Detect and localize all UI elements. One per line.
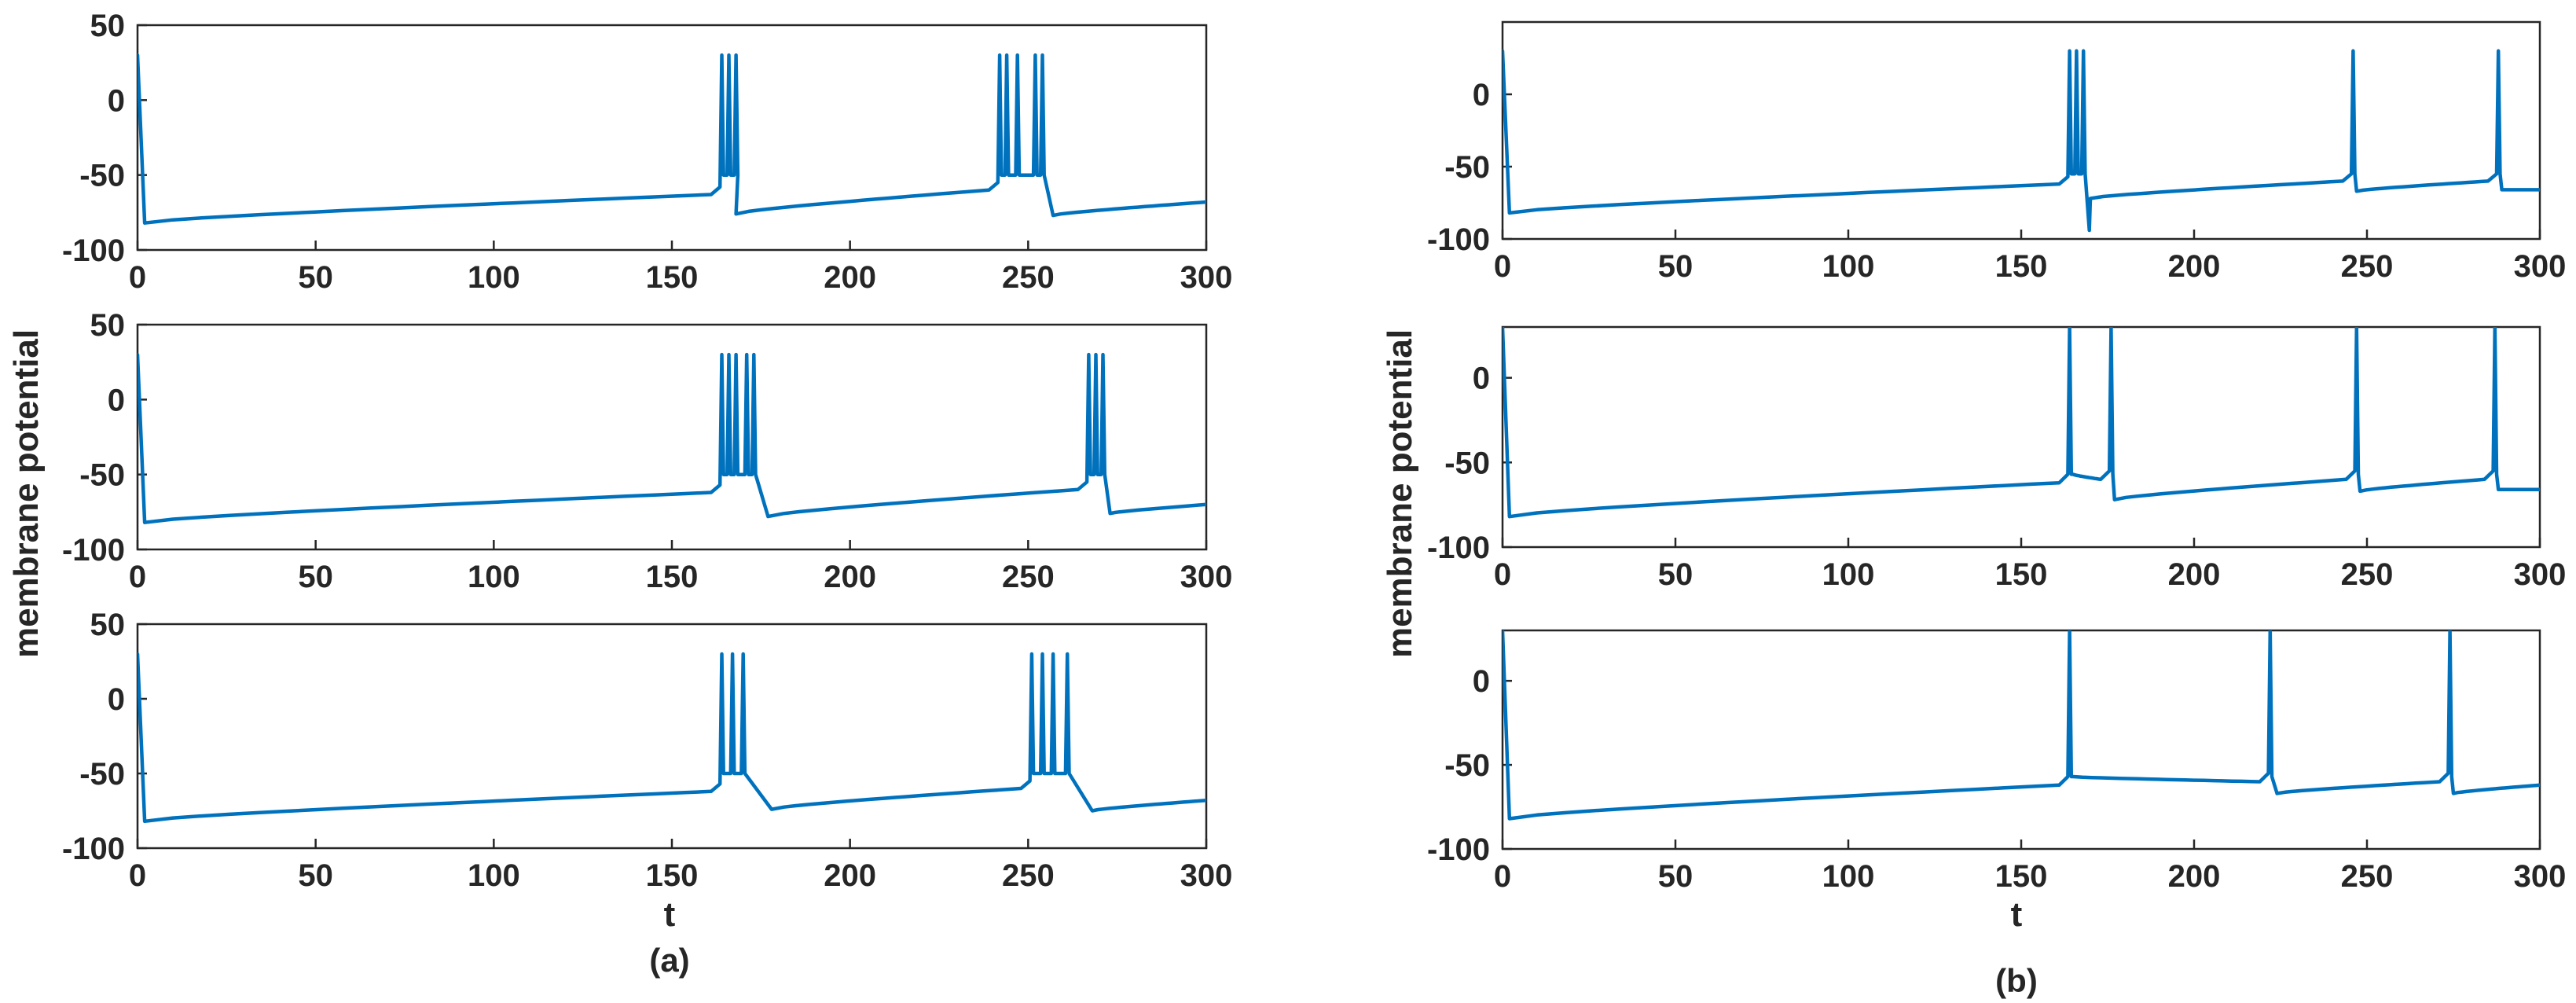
- y-tick-label: -50: [1444, 150, 1490, 185]
- y-tick-label: 0: [1473, 78, 1490, 112]
- x-tick-label: 150: [646, 560, 699, 594]
- x-tick-label: 0: [1494, 859, 1511, 894]
- y-tick-label: 0: [108, 682, 125, 717]
- y-tick-label: -50: [1444, 446, 1490, 480]
- x-tick-label: 200: [824, 260, 876, 295]
- x-tick-label: 200: [2168, 249, 2221, 284]
- x-tick-label: 300: [1180, 260, 1233, 295]
- x-tick-label: 150: [1995, 249, 2048, 284]
- membrane-potential-line: [138, 652, 1206, 824]
- x-tick-label: 100: [1822, 249, 1875, 284]
- axes-box: [136, 24, 1208, 252]
- x-tick-label: 100: [468, 560, 520, 594]
- x-tick-label: 150: [1995, 557, 2048, 592]
- y-tick-label: 50: [90, 308, 126, 343]
- subplot-b-3: 0 50 100 150 200 250 300 -100 -50 0: [1427, 629, 2567, 894]
- y-tick-label: 50: [90, 9, 126, 43]
- x-tick-label: 50: [298, 260, 333, 295]
- y-axis-label-b: membrane potential: [1381, 329, 1419, 658]
- subplot-a-1: 0 50 100 150 200 250 300 -100 -50 0 50: [62, 9, 1232, 295]
- y-tick-label: -100: [62, 233, 125, 268]
- x-tick-label: 50: [1658, 557, 1693, 592]
- axes-box: [1501, 325, 2541, 549]
- x-axis-label-b: t: [2011, 895, 2023, 934]
- y-tick-label: -50: [79, 458, 125, 493]
- y-tick-label: -50: [79, 757, 125, 792]
- x-tick-label: 250: [1002, 858, 1055, 893]
- y-tick-label: -100: [62, 832, 125, 866]
- x-tick-label: 250: [2341, 859, 2394, 894]
- x-tick-label: 150: [646, 260, 699, 295]
- x-tick-label: 300: [1180, 858, 1233, 893]
- x-tick-label: 0: [129, 260, 146, 295]
- subplot-b-2: 0 50 100 150 200 250 300 -100 -50 0: [1427, 325, 2567, 592]
- y-tick-label: 0: [108, 383, 125, 417]
- membrane-potential-line: [1503, 630, 2540, 821]
- y-tick-label: -100: [1427, 832, 1490, 867]
- x-tick-label: 50: [298, 560, 333, 594]
- x-tick-label: 50: [1658, 859, 1693, 894]
- y-tick-label: 0: [1473, 362, 1490, 396]
- panel-label-a: (a): [649, 942, 689, 979]
- panel-label-b: (b): [1995, 962, 2038, 999]
- y-tick-label: -100: [62, 533, 125, 568]
- x-tick-label: 200: [2168, 859, 2221, 894]
- x-tick-label: 250: [1002, 560, 1055, 594]
- x-tick-label: 100: [468, 858, 520, 893]
- y-tick-label: 50: [90, 608, 126, 642]
- x-tick-label: 200: [824, 858, 876, 893]
- x-tick-label: 150: [1995, 859, 2048, 894]
- membrane-potential-line: [1503, 49, 2540, 233]
- x-tick-label: 0: [1494, 557, 1511, 592]
- y-tick-label: -50: [79, 159, 125, 193]
- x-tick-label: 50: [298, 858, 333, 893]
- x-tick-label: 0: [1494, 249, 1511, 284]
- y-tick-label: -100: [1427, 531, 1490, 565]
- x-axis-label-a: t: [664, 895, 676, 934]
- membrane-potential-line: [138, 352, 1206, 524]
- x-tick-label: 100: [1822, 557, 1875, 592]
- y-tick-label: -50: [1444, 748, 1490, 783]
- x-tick-label: 200: [824, 560, 876, 594]
- x-tick-label: 300: [2514, 249, 2567, 284]
- y-tick-label: 0: [1473, 664, 1490, 699]
- y-axis-label-a: membrane potential: [7, 329, 46, 658]
- axes-box: [1501, 20, 2541, 241]
- x-tick-label: 100: [1822, 859, 1875, 894]
- x-tick-label: 300: [2514, 557, 2567, 592]
- x-tick-label: 0: [129, 858, 146, 893]
- x-tick-label: 250: [2341, 249, 2394, 284]
- subplot-a-2: 0 50 100 150 200 250 300 -100 -50 0 50: [62, 308, 1232, 594]
- x-tick-label: 300: [2514, 859, 2567, 894]
- subplot-a-3: 0 50 100 150 200 250 300 -100 -50 0 50: [62, 608, 1232, 893]
- axes-box: [136, 623, 1208, 850]
- x-tick-label: 100: [468, 260, 520, 295]
- subplot-b-1: 0 50 100 150 200 250 300 -100 -50 0: [1427, 20, 2567, 284]
- membrane-potential-line: [1503, 327, 2540, 519]
- y-tick-label: 0: [108, 83, 125, 118]
- axes-box: [136, 323, 1208, 551]
- x-tick-label: 150: [646, 858, 699, 893]
- membrane-potential-line: [138, 53, 1206, 225]
- x-tick-label: 50: [1658, 249, 1693, 284]
- x-tick-label: 300: [1180, 560, 1233, 594]
- x-tick-label: 250: [1002, 260, 1055, 295]
- x-tick-label: 200: [2168, 557, 2221, 592]
- axes-box: [1501, 629, 2541, 851]
- y-tick-label: -100: [1427, 222, 1490, 257]
- x-tick-label: 250: [2341, 557, 2394, 592]
- x-tick-label: 0: [129, 560, 146, 594]
